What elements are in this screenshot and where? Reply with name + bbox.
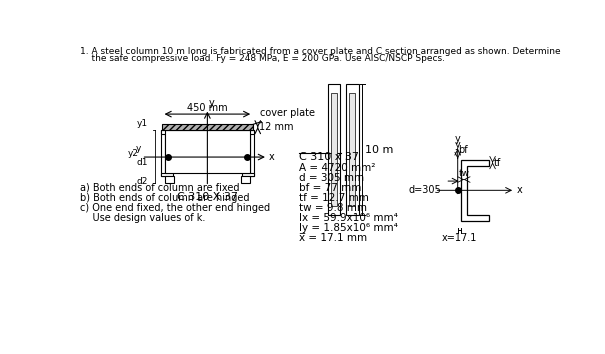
Bar bbox=[330, 93, 337, 206]
Text: 1. A steel column 10 m long is fabricated from a cover plate and C section arran: 1. A steel column 10 m long is fabricate… bbox=[79, 47, 560, 56]
Text: tf = 12.7 mm: tf = 12.7 mm bbox=[299, 193, 368, 202]
Text: C 310 X 37: C 310 X 37 bbox=[177, 192, 238, 202]
Text: C 310 x 37: C 310 x 37 bbox=[299, 152, 359, 162]
Text: x=17.1: x=17.1 bbox=[442, 233, 477, 243]
Bar bbox=[161, 130, 165, 176]
Text: d = 305 mm: d = 305 mm bbox=[299, 173, 364, 183]
Bar bbox=[161, 173, 172, 176]
Text: x: x bbox=[517, 185, 522, 195]
Text: the safe compressive load. Fy = 248 MPa, E = 200 GPa. Use AISC/NSCP Specs.: the safe compressive load. Fy = 248 MPa,… bbox=[79, 54, 445, 63]
Text: d=305: d=305 bbox=[408, 185, 442, 195]
Text: 10 m: 10 m bbox=[365, 144, 393, 154]
Text: A = 4720 mm²: A = 4720 mm² bbox=[299, 162, 375, 173]
Bar bbox=[161, 130, 172, 134]
Text: cover plate: cover plate bbox=[252, 108, 315, 125]
Bar bbox=[250, 130, 254, 176]
Text: 450 mm: 450 mm bbox=[187, 103, 227, 113]
Text: Use design values of k.: Use design values of k. bbox=[79, 213, 205, 223]
Text: bf = 77 mm: bf = 77 mm bbox=[299, 183, 361, 193]
Bar bbox=[242, 173, 254, 176]
Text: y: y bbox=[136, 144, 142, 153]
Text: y1: y1 bbox=[137, 119, 148, 128]
Text: tw: tw bbox=[459, 169, 469, 178]
Text: y: y bbox=[455, 134, 460, 144]
Text: d1: d1 bbox=[136, 158, 148, 167]
Bar bbox=[242, 130, 254, 134]
Polygon shape bbox=[461, 160, 489, 221]
Text: d2: d2 bbox=[136, 177, 148, 186]
Text: c) One end fixed, the other end hinged: c) One end fixed, the other end hinged bbox=[79, 202, 270, 213]
Text: tw = 9.8 mm: tw = 9.8 mm bbox=[299, 202, 367, 213]
Bar bbox=[346, 84, 359, 215]
Text: y: y bbox=[455, 140, 460, 150]
Text: b) Both ends of column are hinged: b) Both ends of column are hinged bbox=[79, 193, 249, 202]
Text: bf: bf bbox=[458, 145, 467, 155]
Bar bbox=[349, 93, 355, 206]
Text: y2: y2 bbox=[128, 149, 139, 158]
Bar bbox=[162, 124, 253, 130]
Text: x: x bbox=[269, 152, 274, 162]
Bar bbox=[327, 84, 340, 215]
Text: a) Both ends of column are fixed: a) Both ends of column are fixed bbox=[79, 183, 239, 193]
Text: y: y bbox=[209, 98, 215, 108]
Bar bbox=[165, 176, 174, 183]
Bar bbox=[165, 130, 250, 173]
Bar bbox=[241, 176, 250, 183]
Text: tf: tf bbox=[494, 158, 502, 167]
Text: Iy = 1.85x10⁶ mm⁴: Iy = 1.85x10⁶ mm⁴ bbox=[299, 223, 397, 233]
Text: Ix = 59.9x10⁶ mm⁴: Ix = 59.9x10⁶ mm⁴ bbox=[299, 213, 397, 223]
Text: x̅ = 17.1 mm: x̅ = 17.1 mm bbox=[299, 233, 367, 243]
Text: 12 mm: 12 mm bbox=[260, 122, 294, 132]
